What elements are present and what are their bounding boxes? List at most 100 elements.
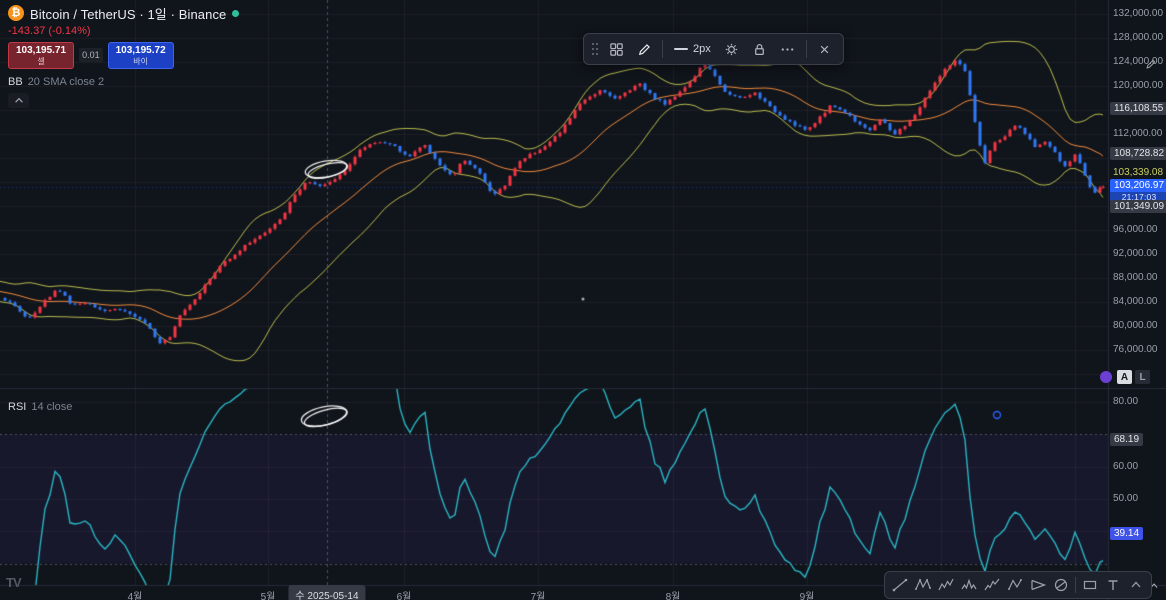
price-axis-label: 124,000.00 <box>1113 56 1164 67</box>
toolbar-separator <box>662 40 663 58</box>
drawing-options-toolbar: 2px <box>583 33 844 65</box>
xabcd-pattern-button[interactable] <box>912 574 934 596</box>
buy-sell-row: 103,195.71 셀 0.01 103,195.72 바이 <box>8 42 239 69</box>
text-icon <box>1108 580 1118 590</box>
settings-button[interactable] <box>719 37 745 61</box>
axis-edit-button[interactable] <box>1144 57 1158 76</box>
crosshair-date-tag: 수 2025-05-14 <box>288 585 366 600</box>
triangle-pattern-icon <box>1031 579 1047 591</box>
lock-button[interactable] <box>747 37 773 61</box>
symbol-row[interactable]: ₿ Bitcoin / TetherUS · 1일 · Binance <box>8 4 240 22</box>
time-axis-month-label: 6월 <box>396 592 412 600</box>
price-axis-label: 112,000.00 <box>1113 128 1163 139</box>
rsi-axis-label: 50.00 <box>1113 492 1139 504</box>
head-shoulders-pattern-button[interactable] <box>958 574 980 596</box>
bb-indicator-params: 20 SMA close 2 <box>27 75 105 88</box>
tradingview-logo[interactable]: TV <box>6 575 22 590</box>
sell-label: 셀 <box>37 56 45 66</box>
triangle-pattern-button[interactable] <box>1027 574 1049 596</box>
last-price-value: 103,206.97 <box>1114 179 1165 191</box>
toolbar-drag-handle[interactable] <box>589 38 601 60</box>
auto-scale-button[interactable]: A <box>1117 370 1132 384</box>
indicator-value-tag: 101,349.09 <box>1110 199 1166 213</box>
symbol-legend: ₿ Bitcoin / TetherUS · 1일 · Binance -143… <box>8 4 240 108</box>
time-axis-month-label: 7월 <box>530 592 546 600</box>
abcd-pattern-icon <box>1008 579 1022 590</box>
toolbar-separator <box>1075 577 1076 593</box>
price-change: -143.37 (-0.14%) <box>8 25 91 37</box>
line-width-label: 2px <box>693 43 711 55</box>
bb-band-value-tag: 103,339.08 <box>1113 166 1164 178</box>
rsi-crosshair-tag: 68.19 <box>1110 433 1144 447</box>
templates-grid-icon <box>609 42 623 56</box>
trend-pattern-button[interactable] <box>889 574 911 596</box>
drawing-anchor-dot[interactable] <box>1100 371 1112 383</box>
more-options-button[interactable] <box>775 37 801 61</box>
drag-dots-icon <box>592 43 598 55</box>
market-open-dot-icon <box>232 9 240 17</box>
log-scale-button[interactable]: L <box>1135 370 1150 384</box>
three-drives-pattern-button[interactable] <box>935 574 957 596</box>
toolbar-separator <box>805 40 807 58</box>
rectangle-icon <box>1083 580 1097 590</box>
price-axis-label: 84,000.00 <box>1113 296 1158 307</box>
bb-indicator-legend[interactable]: BB 20 SMA close 2 <box>8 76 239 88</box>
time-axis-month-label: 8월 <box>665 592 681 600</box>
sell-price: 103,195.71 <box>16 45 67 56</box>
symbol-title[interactable]: Bitcoin / TetherUS · 1일 · Binance <box>30 6 227 22</box>
chevron-up-icon <box>1131 581 1141 588</box>
price-axis-label: 96,000.00 <box>1113 224 1158 235</box>
lock-icon <box>755 43 765 55</box>
time-axis-month-label: 4월 <box>127 592 143 600</box>
sell-button[interactable]: 103,195.71 셀 <box>8 42 75 69</box>
price-axis-label: 80,000.00 <box>1113 320 1158 331</box>
cypher-pattern-button[interactable] <box>1050 574 1072 596</box>
last-price-tag: 103,206.97 21:17:03 <box>1110 178 1166 202</box>
price-axis-label: 128,000.00 <box>1113 32 1164 43</box>
close-toolbar-button[interactable] <box>812 37 838 61</box>
rectangle-tool-button[interactable] <box>1079 574 1101 596</box>
head-shoulders-icon <box>961 578 977 590</box>
buy-button[interactable]: 103,195.72 바이 <box>107 42 174 69</box>
template-button[interactable] <box>603 37 629 61</box>
legend-collapse-button[interactable] <box>8 92 29 108</box>
collapse-toolbar-button[interactable] <box>1125 574 1147 596</box>
line-width-button[interactable]: 2px <box>668 37 717 61</box>
scale-buttons: A L <box>1117 370 1150 384</box>
indicator-value-tag: 108,728.82 <box>1110 146 1166 160</box>
bar-close-countdown: 21:17:03 <box>1110 191 1166 202</box>
circle-pattern-icon <box>1054 578 1068 592</box>
price-axis[interactable]: 132,000.00 128,000.00 124,000.00 120,000.00… <box>1108 0 1166 585</box>
gear-icon <box>726 43 738 55</box>
ellipsis-icon <box>781 47 794 51</box>
btc-logo-icon: ₿ <box>8 5 24 21</box>
buy-label: 바이 <box>133 56 148 66</box>
buy-price: 103,195.72 <box>115 45 166 56</box>
elliott-wave-button[interactable] <box>981 574 1003 596</box>
price-axis-label: 92,000.00 <box>1113 248 1158 259</box>
rsi-value-tag: 39.14 <box>1110 527 1144 541</box>
bb-indicator-name: BB <box>8 75 23 88</box>
rsi-indicator-legend[interactable]: RSI 14 close <box>8 401 72 413</box>
text-tool-button[interactable] <box>1102 574 1124 596</box>
indicator-value-tag: 116,108.55 <box>1110 102 1166 116</box>
price-axis-label: 132,000.00 <box>1113 8 1164 19</box>
trend-line-icon <box>892 578 908 592</box>
close-icon <box>821 45 829 53</box>
price-axis-label: 76,000.00 <box>1113 344 1158 355</box>
brush-tool-button[interactable] <box>631 37 657 61</box>
rsi-axis-label: 60.00 <box>1113 460 1139 472</box>
chevron-up-icon <box>14 97 23 103</box>
price-axis-label: 120,000.00 <box>1113 80 1164 91</box>
pencil-icon <box>638 43 650 55</box>
rsi-indicator-name: RSI <box>8 401 27 413</box>
time-axis-month-label: 5월 <box>260 592 276 600</box>
time-axis[interactable]: 4월 5월 6월 7월 8월 9월 수 2025-05-14 <box>0 585 1166 600</box>
pattern-tools-toolbar <box>884 571 1152 599</box>
pencil-icon <box>1146 59 1156 69</box>
abcd-pattern-button[interactable] <box>1004 574 1026 596</box>
elliott-wave-icon <box>984 578 1000 591</box>
spread-value: 0.01 <box>79 48 103 63</box>
